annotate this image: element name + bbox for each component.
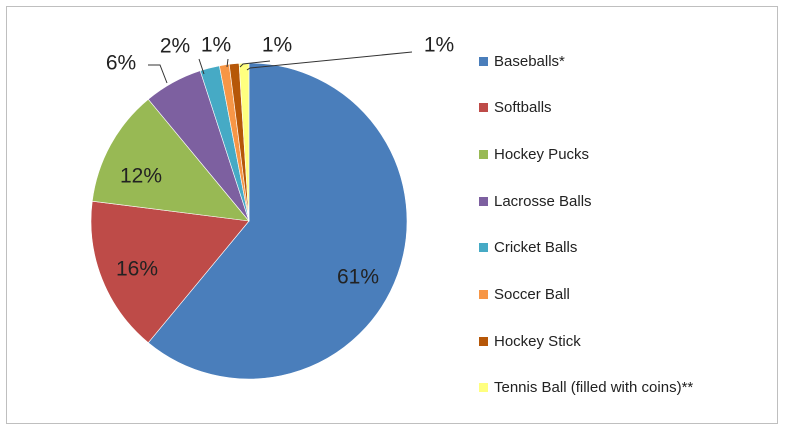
legend-item-7: Hockey Stick — [479, 331, 581, 351]
legend-swatch-6 — [479, 290, 488, 299]
pie-slice-2 — [90, 200, 250, 344]
legend-label-4: Lacrosse Balls — [494, 192, 592, 210]
legend-swatch-8 — [479, 383, 488, 393]
data-label-4: 6% — [106, 52, 136, 75]
legend-label-2: Softballs — [494, 99, 552, 117]
pie-slice-1 — [147, 62, 408, 380]
legend-item-8: Tennis Ball (filled with coins)** — [479, 378, 693, 398]
data-label-5: 2% — [160, 35, 190, 58]
legend-item-5: Cricket Balls — [479, 238, 577, 258]
data-label-8: 1% — [424, 34, 454, 57]
data-label-7: 1% — [262, 34, 292, 57]
data-label-1: 61% — [337, 266, 379, 289]
legend-swatch-3 — [479, 149, 488, 159]
pie-slice-3 — [91, 98, 250, 222]
legend-swatch-4 — [479, 196, 488, 206]
legend-swatch-1 — [479, 56, 488, 66]
legend-label-5: Cricket Balls — [494, 239, 578, 257]
legend-swatch-7 — [479, 336, 488, 346]
legend-label-6: Soccer Ball — [494, 286, 570, 303]
legend-item-1: Baseballs* — [479, 51, 565, 71]
data-label-3: 12% — [120, 165, 162, 188]
leader-line-4 — [148, 64, 168, 84]
legend-label-3: Hockey Pucks — [494, 145, 590, 163]
leader-line-8 — [246, 51, 413, 71]
legend-item-6: Soccer Ball — [479, 285, 570, 305]
pie-chart: 61% 16% 12% 6% 2% 1% 1% 1% — [90, 34, 454, 380]
data-label-2: 16% — [116, 258, 158, 281]
legend-item-4: Lacrosse Balls — [479, 191, 592, 211]
leader-line-5 — [198, 58, 205, 75]
leader-line-6 — [226, 58, 229, 68]
legend-label-1: Baseballs* — [494, 52, 565, 70]
legend-item-2: Softballs — [479, 98, 552, 118]
leader-line-7 — [239, 60, 271, 68]
legend-swatch-2 — [479, 103, 488, 113]
legend-label-8: Tennis Ball (filled with coins)** — [494, 379, 694, 397]
legend-swatch-5 — [479, 243, 488, 253]
legend-label-7: Hockey Stick — [494, 332, 581, 350]
legend-item-3: Hockey Pucks — [479, 144, 589, 164]
data-label-6: 1% — [201, 34, 231, 57]
chart-frame: 61% 16% 12% 6% 2% 1% 1% 1% Baseballs* Softballs H… — [6, 6, 778, 424]
